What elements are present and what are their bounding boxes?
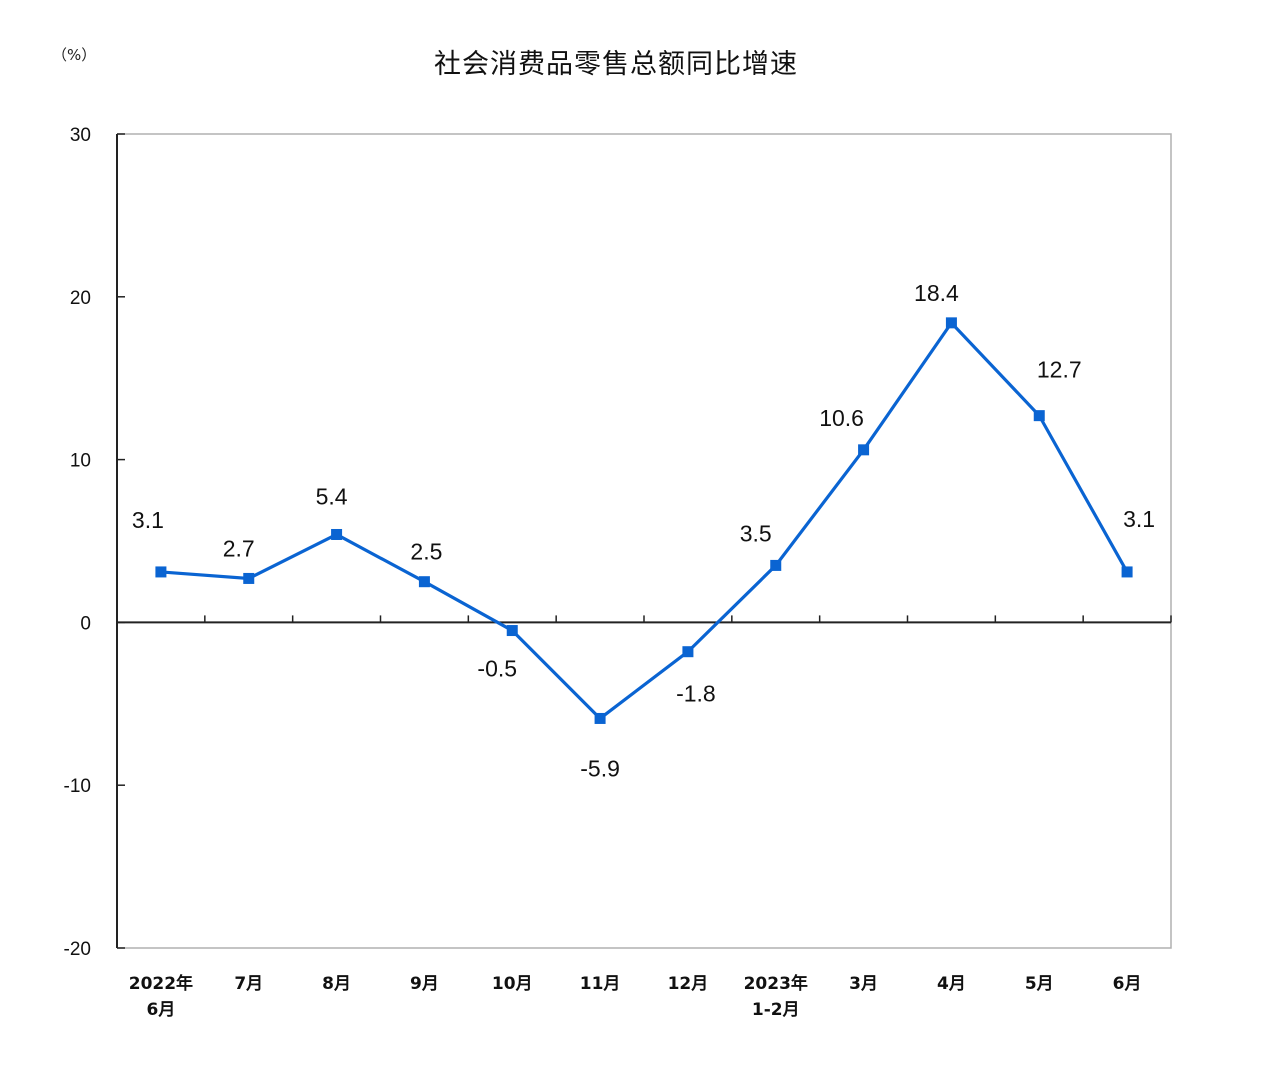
data-point-marker — [506, 625, 518, 637]
data-point-marker — [155, 566, 167, 578]
data-label: 3.1 — [132, 507, 164, 533]
chart-title: 社会消费品零售总额同比增速 — [434, 49, 798, 80]
data-label: -1.8 — [676, 681, 716, 707]
y-axis-unit-label: （%） — [52, 46, 97, 64]
data-label: 12.7 — [1037, 357, 1082, 383]
data-point-marker — [594, 712, 606, 724]
plot-frame — [117, 133, 1172, 949]
y-tick-label: 20 — [70, 288, 91, 309]
data-point-marker — [1121, 566, 1133, 578]
data-label: 2.7 — [223, 535, 255, 561]
x-category-label: 3月 — [849, 974, 878, 994]
y-tick-label: 10 — [70, 451, 91, 472]
x-category-label: 11月 — [579, 974, 621, 994]
data-label: 3.1 — [1123, 506, 1155, 532]
data-label: -5.9 — [580, 755, 620, 781]
data-point-marker — [418, 576, 430, 588]
x-category-label: 2022年 6月 — [128, 974, 194, 1020]
y-axis: 30 20 10 0 -10 -20 — [64, 125, 125, 960]
data-label: 5.4 — [316, 483, 348, 509]
x-category-label: 6月 — [1112, 974, 1142, 994]
data-point-marker — [1033, 410, 1045, 422]
x-axis-zero-line — [117, 615, 1172, 624]
x-category-label: 10月 — [491, 974, 533, 994]
data-point-marker — [243, 572, 255, 584]
y-tick-label: -20 — [64, 939, 91, 960]
x-category-label: 7月 — [234, 974, 264, 994]
data-label: -0.5 — [477, 656, 517, 682]
data-label: 18.4 — [914, 280, 959, 306]
y-tick-label: 0 — [80, 613, 91, 634]
data-series — [155, 317, 1133, 724]
x-category-label: 12月 — [667, 974, 709, 994]
x-category-label: 4月 — [936, 974, 966, 994]
plot-border — [117, 133, 1172, 949]
x-category-label: 5月 — [1024, 974, 1054, 994]
data-labels: 3.1 2.7 5.4 2.5 -0.5 -5.9 -1.8 3.5 10.6 18.4 12.7 3… — [132, 280, 1155, 782]
data-point-marker — [682, 646, 694, 658]
data-label: 2.5 — [410, 539, 442, 565]
x-category-label: 9月 — [409, 974, 439, 994]
y-tick-label: -10 — [64, 776, 91, 797]
x-category-label: 2023年 1-2月 — [743, 974, 808, 1020]
data-label: 3.5 — [740, 520, 772, 546]
series-line — [160, 320, 1129, 721]
data-label: 10.6 — [819, 405, 864, 431]
data-point-marker — [945, 317, 957, 329]
data-point-marker — [331, 528, 343, 540]
x-category-label: 8月 — [322, 974, 351, 994]
data-point-marker — [858, 444, 870, 456]
data-point-marker — [770, 559, 782, 571]
y-tick-label: 30 — [70, 125, 91, 146]
